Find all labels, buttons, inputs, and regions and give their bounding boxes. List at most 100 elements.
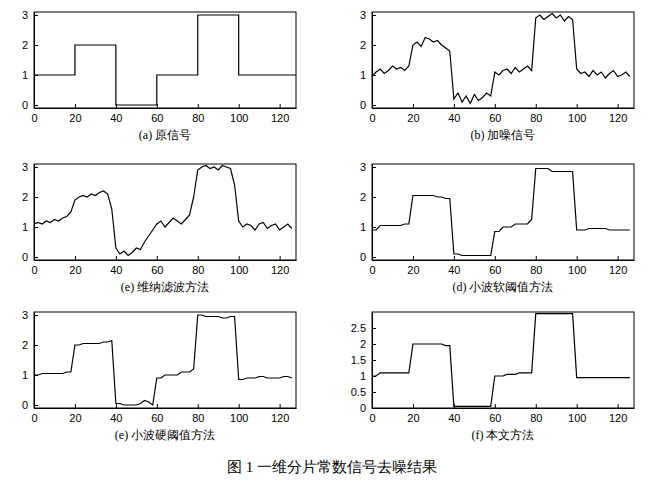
x-tick-mark [413, 404, 414, 408]
plot-frame [372, 12, 634, 108]
x-tick-mark [280, 404, 281, 408]
plot-frame [34, 164, 296, 260]
y-tick-mark [372, 257, 376, 258]
y-tick: 0 [360, 402, 376, 414]
x-tick-mark [239, 404, 240, 408]
y-tick-mark [372, 344, 376, 345]
x-axis-line [373, 260, 635, 261]
x-axis: 020406080100120 [31, 256, 296, 276]
panel: 0204060801001200123(a) 原信号 [22, 9, 297, 142]
signal-line [372, 14, 630, 104]
x-tick-mark [116, 404, 117, 408]
plot-area [34, 166, 292, 256]
x-tick-label: 20 [69, 264, 81, 276]
y-tick-label: 3 [22, 161, 28, 173]
y-tick-label: 0 [360, 402, 366, 414]
x-tick: 120 [271, 256, 289, 276]
x-axis: 020406080100120 [369, 104, 634, 124]
x-tick: 120 [609, 404, 627, 424]
x-axis-line [35, 108, 297, 109]
y-tick-mark [372, 45, 376, 46]
x-tick-mark [413, 256, 414, 260]
y-tick-mark [372, 392, 376, 393]
signal-line [34, 315, 292, 405]
y-axis: 0123 [360, 9, 376, 111]
x-tick-label: 0 [31, 264, 37, 276]
x-tick-label: 100 [568, 412, 586, 424]
panel: 0204060801001200123(d) 小波软阈值方法 [360, 161, 635, 294]
y-tick-label: 0 [22, 399, 28, 411]
y-tick: 0 [22, 399, 38, 411]
y-axis-line [34, 13, 35, 109]
x-tick-mark [75, 104, 76, 108]
x-tick-mark [577, 404, 578, 408]
panel-caption: (d) 小波软阈值方法 [453, 280, 554, 294]
x-tick-mark [116, 256, 117, 260]
x-tick-label: 80 [530, 112, 542, 124]
x-tick-label: 20 [407, 264, 419, 276]
panel: 0204060801001200123(e) 维纳滤波方法 [22, 161, 297, 294]
x-tick-label: 80 [192, 264, 204, 276]
x-tick-label: 0 [31, 112, 37, 124]
y-tick-label: 3 [22, 9, 28, 21]
panel-caption: (f) 本文方法 [472, 428, 535, 442]
x-tick-label: 100 [230, 264, 248, 276]
x-axis: 020406080100120 [369, 404, 634, 424]
plot-frame [34, 12, 296, 108]
x-tick-mark [413, 104, 414, 108]
panel-caption: (a) 原信号 [139, 128, 191, 142]
y-tick: 2 [22, 39, 38, 51]
x-tick-mark [495, 404, 496, 408]
y-axis: 0123 [22, 161, 38, 263]
plot-frame [372, 164, 634, 260]
plot-area [372, 14, 630, 104]
panel: 0204060801001200123(b) 加噪信号 [360, 9, 635, 142]
x-tick-mark [618, 404, 619, 408]
x-tick: 40 [110, 404, 122, 424]
y-tick-label: 3 [360, 9, 366, 21]
x-tick-mark [280, 256, 281, 260]
x-tick: 40 [110, 256, 122, 276]
signal-line [34, 15, 296, 105]
x-tick-label: 40 [448, 264, 460, 276]
x-tick: 60 [151, 404, 163, 424]
x-tick-mark [536, 104, 537, 108]
y-tick-label: 2.5 [351, 322, 366, 334]
x-tick-label: 40 [448, 412, 460, 424]
x-tick-mark [577, 104, 578, 108]
y-tick-mark [34, 197, 38, 198]
x-tick-mark [536, 404, 537, 408]
y-tick: 2 [22, 191, 38, 203]
x-tick-mark [198, 404, 199, 408]
x-axis-line [373, 408, 635, 409]
y-tick-mark [372, 105, 376, 106]
y-axis: 00.511.522.5 [351, 313, 376, 415]
x-tick-mark [495, 256, 496, 260]
x-tick: 100 [230, 256, 248, 276]
x-tick-mark [157, 404, 158, 408]
x-tick: 120 [609, 256, 627, 276]
y-tick-label: 0.5 [351, 386, 366, 398]
y-axis: 0123 [22, 9, 38, 111]
y-tick: 1.5 [351, 354, 376, 366]
x-tick-label: 0 [369, 264, 375, 276]
x-tick: 80 [530, 256, 542, 276]
x-tick-mark [75, 256, 76, 260]
x-tick: 40 [110, 104, 122, 124]
y-tick-label: 1.5 [351, 354, 366, 366]
x-tick: 20 [69, 256, 81, 276]
x-tick: 80 [530, 404, 542, 424]
y-tick: 3 [22, 309, 38, 321]
x-tick-label: 20 [407, 112, 419, 124]
y-tick: 0 [360, 251, 376, 263]
x-tick-mark [454, 104, 455, 108]
x-axis-line [35, 408, 297, 409]
y-tick-label: 2 [22, 339, 28, 351]
figure: 0204060801001200123(a) 原信号02040608010012… [0, 0, 664, 491]
y-tick: 0 [360, 99, 376, 111]
y-tick-mark [372, 408, 376, 409]
y-tick-label: 0 [22, 251, 28, 263]
x-tick: 120 [609, 104, 627, 124]
x-tick-mark [198, 104, 199, 108]
y-tick-mark [372, 15, 376, 16]
